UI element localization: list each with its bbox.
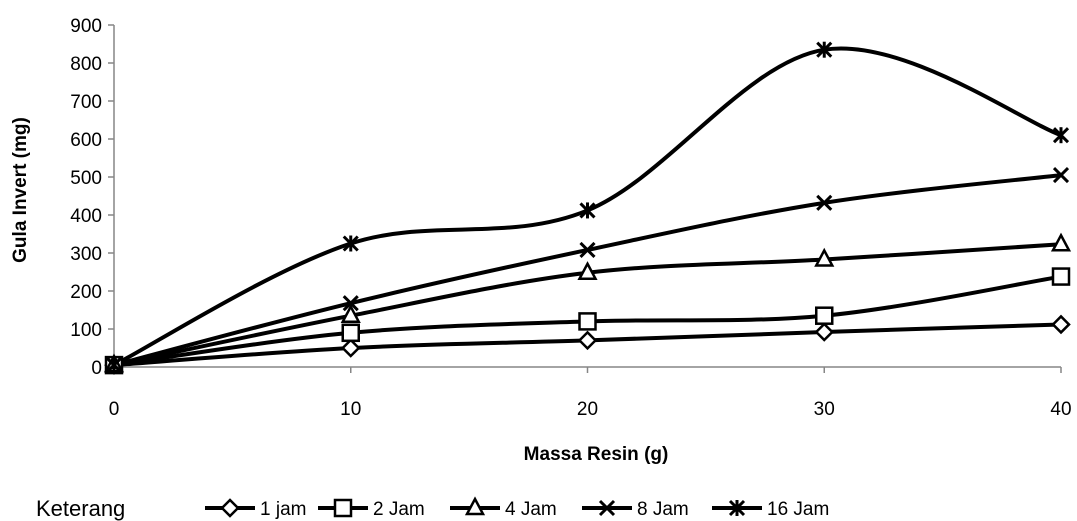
x-tick-label: 30	[814, 399, 835, 420]
y-tick-label: 700	[70, 92, 102, 113]
data-point-s4-1	[342, 235, 359, 252]
legend-label: 8 Jam	[637, 499, 689, 520]
x-tick-label: 20	[577, 399, 598, 420]
legend-label: 1 jam	[260, 499, 306, 520]
legend-marker	[464, 496, 486, 516]
data-point-s2-2	[577, 261, 598, 281]
data-point-s4-2	[579, 202, 596, 219]
y-tick-label: 900	[70, 16, 102, 37]
data-point-s2-1	[340, 304, 361, 323]
data-point-s3-3	[816, 194, 833, 211]
x-tick-label: 0	[109, 399, 120, 420]
data-point-s1-4	[1051, 267, 1071, 286]
legend-label: 2 Jam	[373, 499, 425, 520]
series-markers	[103, 41, 1072, 375]
data-point-s2-4	[1050, 232, 1072, 252]
data-point-s1-2	[578, 312, 597, 331]
legend-label: 4 Jam	[505, 499, 557, 520]
data-point-s4-0	[105, 357, 123, 374]
y-tick-label: 100	[70, 320, 102, 341]
y-tick-label: 200	[70, 282, 102, 303]
legend-item-3: 8 Jam	[582, 499, 689, 520]
y-tick-label: 800	[70, 54, 102, 75]
y-tick-label: 300	[70, 244, 102, 265]
y-axis-title: Gula Invert (mg)	[10, 117, 31, 263]
legend-marker	[333, 498, 353, 518]
y-tick-label: 400	[70, 206, 102, 227]
data-point-s1-3	[815, 306, 834, 325]
data-point-s3-1	[342, 295, 359, 312]
data-point-s3-2	[579, 241, 596, 259]
legend-item-2: 4 Jam	[450, 496, 557, 520]
data-point-s4-3	[816, 41, 833, 58]
data-point-s0-3	[814, 322, 835, 342]
y-tick-label: 600	[70, 130, 102, 151]
y-tick-label: 0	[91, 358, 102, 379]
x-tick-label: 40	[1050, 399, 1071, 420]
legend: 1 jam 2 Jam 4 Jam 8 Jam 16 Jam	[205, 496, 829, 520]
legend-marker	[598, 499, 616, 517]
data-point-s0-1	[340, 338, 361, 358]
data-point-s2-3	[814, 247, 835, 267]
legend-marker	[220, 498, 240, 518]
data-point-s1-1	[341, 323, 360, 343]
x-axis-title: Massa Resin (g)	[524, 444, 669, 465]
legend-label: 16 Jam	[767, 499, 829, 520]
legend-item-1: 2 Jam	[318, 498, 425, 520]
tick-labels: 0 100 200 300 400 500 600 700 800 900 0 10 20 30 40	[70, 16, 1071, 420]
data-point-s0-2	[577, 330, 598, 351]
y-tick-label: 500	[70, 168, 102, 189]
legend-item-4: 16 Jam	[712, 499, 829, 520]
data-point-s0-4	[1051, 314, 1071, 335]
legend-prefix: Keterang	[36, 496, 125, 521]
data-point-s4-4	[1052, 127, 1070, 144]
x-tick-label: 10	[340, 399, 361, 420]
legend-marker	[728, 499, 746, 517]
data-point-s3-4	[1052, 167, 1070, 184]
legend-item-0: 1 jam	[205, 498, 306, 520]
